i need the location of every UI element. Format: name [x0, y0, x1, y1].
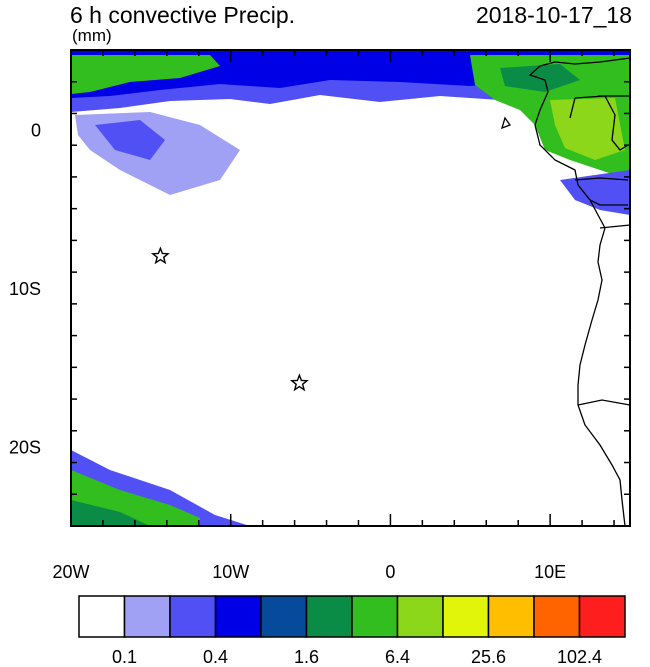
- precip-gulf-yellowgreen: [550, 98, 625, 160]
- coastlines: [501, 57, 630, 526]
- colorbar: 0.1 0.4 1.6 6.4 25.6 102.4: [78, 595, 626, 667]
- colorbar-label: 102.4: [557, 647, 602, 667]
- colorbar-box: [396, 595, 444, 638]
- colorbar-box: [123, 595, 171, 638]
- colorbar-label: 1.6: [294, 647, 319, 667]
- star-marker: [289, 373, 309, 392]
- colorbar-box: [78, 595, 126, 638]
- y-tick-label: 10S: [9, 279, 41, 299]
- colorbar-box: [442, 595, 490, 638]
- colorbar-box: [487, 595, 535, 638]
- colorbar-box: [169, 595, 217, 638]
- colorbar-label: 6.4: [385, 647, 410, 667]
- axis-ticks: [70, 49, 630, 527]
- star-marker: [150, 246, 170, 265]
- colorbar-label: 0.1: [112, 647, 137, 667]
- x-tick-label: 0: [385, 562, 395, 582]
- africa-coastline: [528, 57, 630, 526]
- colorbar-box: [214, 595, 262, 638]
- map-title: 6 h convective Precip.: [70, 2, 296, 28]
- country-borders: [569, 95, 630, 406]
- x-tick-label: 10E: [534, 562, 566, 582]
- colorbar-box: [578, 595, 626, 638]
- map-units: (mm): [72, 26, 112, 45]
- x-tick-label: 20W: [52, 562, 89, 582]
- colorbar-box: [260, 595, 308, 638]
- y-tick-label: 0: [31, 120, 41, 140]
- precip-itcz-green: [71, 55, 220, 94]
- y-tick-label: 20S: [9, 438, 41, 458]
- precip-south-dark: [71, 500, 150, 526]
- plot-frame: [70, 49, 631, 527]
- colorbar-box: [533, 595, 581, 638]
- colorbar-label: 0.4: [203, 647, 228, 667]
- colorbar-box: [305, 595, 353, 638]
- x-tick-label: 10W: [212, 562, 249, 582]
- precip-field: [71, 50, 630, 526]
- map-datetime: 2018-10-17_18: [475, 2, 632, 28]
- precip-scatter-west-2: [95, 120, 165, 160]
- colorbar-box: [351, 595, 399, 638]
- colorbar-label: 25.6: [471, 647, 506, 667]
- island-bioko: [501, 116, 512, 130]
- station-markers: [150, 246, 309, 392]
- axis-tick-labels: 20W 10W 0 10E 0 10S 20S: [9, 120, 566, 582]
